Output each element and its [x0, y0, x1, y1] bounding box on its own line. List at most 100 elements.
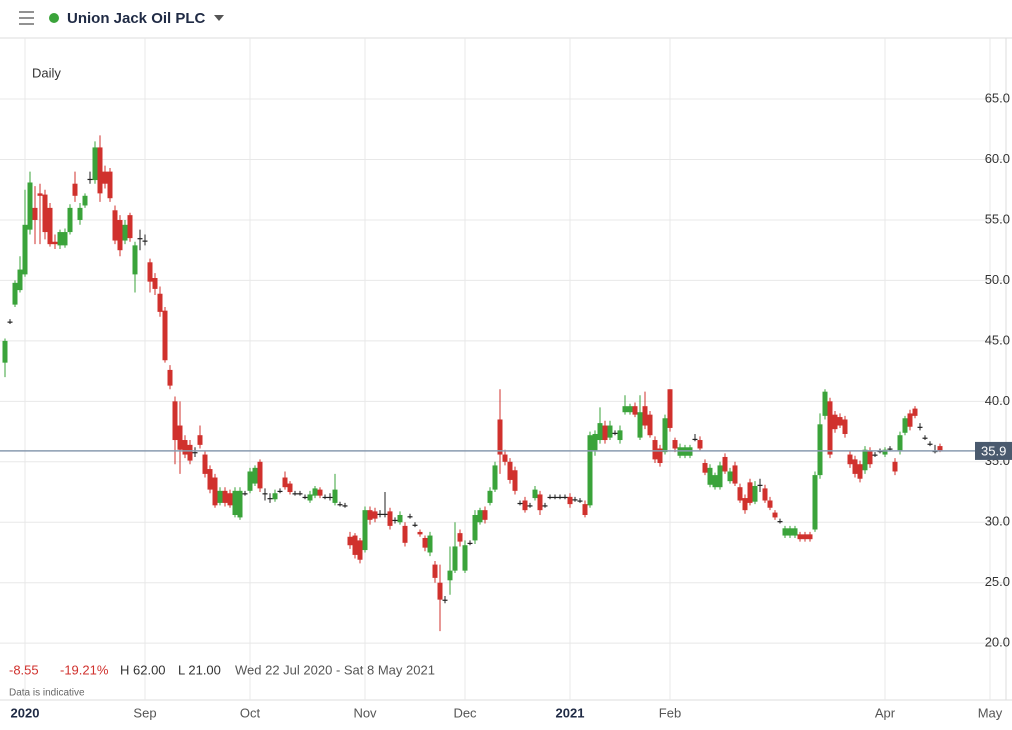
candle-body [602, 425, 608, 441]
candle-body [927, 443, 933, 445]
candle-body [472, 515, 478, 541]
disclaimer: Data is indicative [9, 688, 85, 699]
candle-body [327, 496, 333, 499]
candle-body [382, 513, 388, 515]
candle-body [772, 512, 778, 518]
candle-body [332, 489, 338, 503]
candle-body [257, 461, 263, 489]
candle-body [577, 500, 583, 502]
candle-body [117, 219, 123, 251]
candle-body [557, 496, 563, 499]
candle-body [592, 433, 598, 451]
candle-body [272, 493, 278, 500]
candle-body [282, 477, 288, 488]
candle-body [502, 454, 508, 462]
candle-body [887, 448, 893, 450]
candle-body [462, 545, 468, 571]
candle-body [297, 493, 303, 495]
candle-body [267, 498, 273, 500]
candle-body [707, 467, 713, 485]
candle-body [787, 528, 793, 536]
candle-body [562, 496, 568, 499]
candle-body [67, 207, 73, 233]
candle-body [847, 454, 853, 465]
candle-body [52, 241, 58, 245]
y-tick-label: 60.0 [985, 151, 1010, 166]
candle-body [222, 490, 228, 503]
candle-body [547, 496, 553, 499]
candle-body [817, 424, 823, 476]
candle-body [852, 459, 858, 474]
candle-body [437, 582, 443, 600]
candle-body [827, 401, 833, 455]
candle-body [782, 528, 788, 536]
x-tick-label: 2020 [11, 705, 40, 720]
candle-body [292, 493, 298, 495]
overlay: 65.060.055.050.045.040.035.030.025.020.0… [0, 90, 1012, 720]
candle-body [82, 195, 88, 206]
candle-body [572, 499, 578, 501]
y-tick-label: 45.0 [985, 332, 1010, 347]
candle-body [567, 496, 573, 505]
candle-body [112, 210, 118, 241]
candle-body [537, 494, 543, 511]
candle-body [512, 470, 518, 491]
candle-body [532, 489, 538, 499]
candle-body [822, 391, 828, 416]
candle-body [552, 496, 558, 499]
candle-body [487, 490, 493, 503]
dropdown-caret[interactable] [214, 15, 224, 21]
candle-body [92, 147, 98, 181]
candle-body [312, 488, 318, 496]
candle-body [307, 494, 313, 501]
menu-icon[interactable] [19, 11, 34, 25]
candle-body [482, 510, 488, 520]
candle-body [837, 417, 843, 426]
candle-body [627, 406, 633, 413]
candle-body [612, 432, 618, 434]
candle-body [717, 465, 723, 488]
candle-body [542, 505, 548, 507]
candle-body [432, 564, 438, 578]
candle-body [107, 171, 113, 199]
candle-body [417, 531, 423, 535]
x-tick-label: Dec [453, 705, 477, 720]
candle-body [872, 454, 878, 456]
candle-body [882, 449, 888, 455]
candle-body [742, 498, 748, 511]
candle-body [157, 293, 163, 312]
candle-body [697, 440, 703, 449]
status-dot [49, 13, 59, 23]
candle-body [322, 496, 328, 499]
candle-body [397, 515, 403, 523]
candle-body [262, 493, 268, 495]
candle-body [727, 471, 733, 482]
candle-body [442, 599, 448, 601]
candle-body [902, 418, 908, 433]
x-tick-label: May [978, 705, 1003, 720]
candle-body [802, 534, 808, 540]
candle-body [72, 183, 78, 196]
candle-body [642, 406, 648, 426]
x-tick-label: Sep [133, 705, 156, 720]
candle-body [862, 449, 868, 471]
candle-body [172, 401, 178, 441]
x-tick-label: Feb [659, 705, 681, 720]
candle-body [897, 435, 903, 451]
change-percent: -19.21% [60, 662, 109, 677]
candle-body [302, 496, 308, 499]
instrument-title[interactable]: Union Jack Oil PLC [67, 10, 206, 27]
candle-body [22, 224, 28, 275]
candle-body [237, 490, 243, 518]
candle-body [667, 389, 673, 428]
candle-body [317, 489, 323, 496]
candle-body [917, 426, 923, 428]
candle-body [392, 519, 398, 522]
candle-body [97, 147, 103, 194]
candle-body [867, 450, 873, 465]
candle-body [287, 483, 293, 493]
candle-body [217, 490, 223, 503]
candle-body [202, 454, 208, 474]
